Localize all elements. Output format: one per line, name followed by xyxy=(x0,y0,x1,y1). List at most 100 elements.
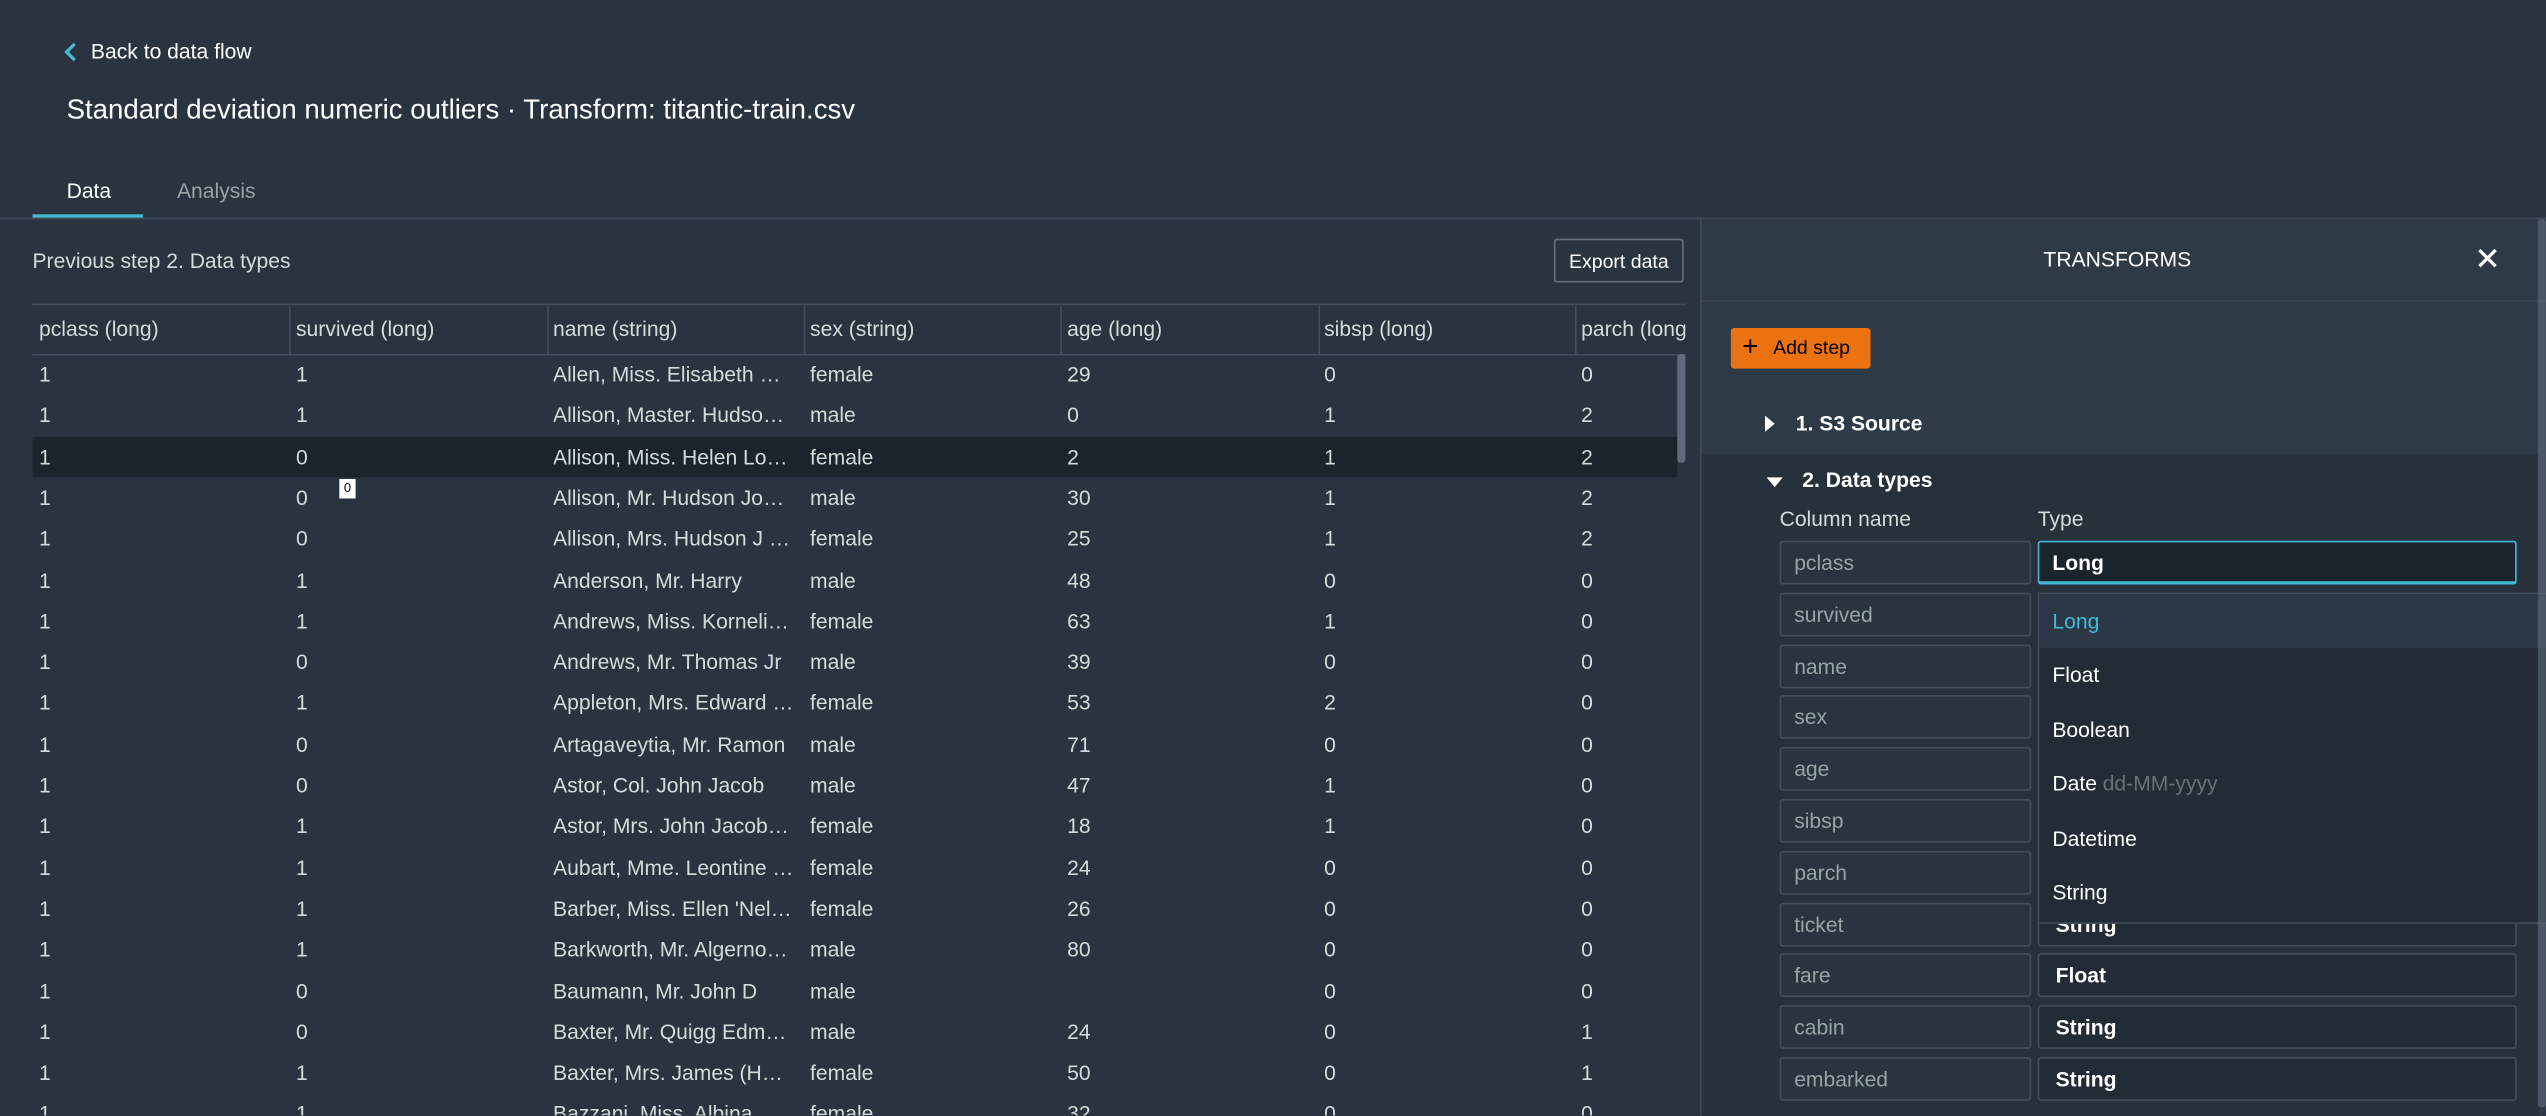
tab[interactable]: Data xyxy=(66,178,112,203)
table-cell: Allison, Mr. Hudson Jos… xyxy=(553,485,794,510)
table-cell: Barkworth, Mr. Algerno… xyxy=(553,937,788,962)
table-cell: Astor, Col. John Jacob xyxy=(553,772,765,798)
option-label: Float xyxy=(2052,663,2100,688)
table-cell: 1 xyxy=(295,813,308,839)
type-select[interactable]: String xyxy=(2037,1005,2517,1050)
table-cell: 0 xyxy=(1324,855,1336,880)
table-cell: 2 xyxy=(1581,444,1593,469)
step-title[interactable]: 1. S3 Source xyxy=(1795,410,1923,436)
add-step-button[interactable]: + Add step xyxy=(1730,327,1871,369)
column-header: sibsp (long) xyxy=(1324,316,1434,341)
expanded-caret xyxy=(1766,477,1783,488)
table-cell: 0 xyxy=(1324,362,1336,387)
table-cell: male xyxy=(810,403,856,428)
table-cell: 1 xyxy=(1324,608,1336,633)
column-divider xyxy=(1574,305,1577,354)
table-cell: 0 xyxy=(1324,896,1336,921)
table-cell: 0 xyxy=(1324,1019,1336,1044)
table-cell: female xyxy=(810,362,874,387)
table-cell: 26 xyxy=(1067,896,1091,921)
dropdown-option[interactable]: Long xyxy=(2039,594,2546,648)
column-name-input: sex xyxy=(1779,695,2032,740)
table-cell: 2 xyxy=(1324,690,1336,716)
table-cell: 18 xyxy=(1067,813,1091,839)
type-select[interactable]: String xyxy=(2037,1057,2517,1101)
close-icon[interactable] xyxy=(2476,247,2499,270)
table-cell: 1 xyxy=(38,526,51,551)
column-name-input: parch xyxy=(1779,850,2032,895)
table-cell xyxy=(1067,970,1308,1011)
table-cell: 1 xyxy=(295,362,308,387)
back-link[interactable]: Back to data flow xyxy=(90,38,252,64)
table-cell: Appleton, Mrs. Edward … xyxy=(553,690,794,716)
dropdown-option[interactable]: Date dd-MM-yyyy xyxy=(2039,757,2546,811)
table-cell: 0 xyxy=(1324,731,1336,757)
plus-icon: + xyxy=(1742,331,1759,363)
table-cell: 0 xyxy=(295,649,308,674)
table-cell: 2 xyxy=(1581,403,1593,428)
table-cell: 0 xyxy=(1324,1101,1336,1116)
table-cell: Andrews, Miss. Kornelia… xyxy=(553,608,794,633)
step-title[interactable]: 2. Data types xyxy=(1802,467,1933,492)
table-cell: 24 xyxy=(1067,855,1091,880)
column-header: parch (long) xyxy=(1581,316,1686,341)
tab[interactable]: Analysis xyxy=(176,178,256,203)
export-button[interactable]: Export data xyxy=(1553,238,1684,283)
table-cell: 0 xyxy=(295,1019,308,1044)
table-cell: 0 xyxy=(1324,937,1336,962)
table-cell: 48 xyxy=(1067,567,1091,592)
table-cell: 1 xyxy=(295,896,308,921)
add-step-label: Add step xyxy=(1773,336,1851,359)
header-line xyxy=(32,303,1686,306)
column-divider xyxy=(289,305,292,354)
type-header: Type xyxy=(2037,506,2084,531)
table-cell: male xyxy=(810,485,856,510)
dropdown-option[interactable]: String xyxy=(2039,865,2546,919)
table-cell: Artagaveytia, Mr. Ramon xyxy=(553,731,786,757)
back-chevron xyxy=(64,42,76,62)
dropdown-option[interactable]: Boolean xyxy=(2039,703,2546,757)
option-label: Long xyxy=(2052,608,2100,634)
column-header: Column name xyxy=(1779,506,1911,531)
table-cell: female xyxy=(810,855,874,880)
column-name-input: fare xyxy=(1779,953,2032,998)
column-name-input: embarked xyxy=(1779,1057,2032,1101)
collapsed-caret xyxy=(1764,415,1775,432)
table-cell: 0 xyxy=(1581,690,1593,716)
table-cell: 32 xyxy=(1067,1101,1091,1116)
dropdown-option[interactable]: Float xyxy=(2039,648,2546,702)
option-hint: dd-MM-yyyy xyxy=(2102,771,2218,796)
column-name-input: pclass xyxy=(1779,540,2032,585)
type-select[interactable]: Float xyxy=(2037,953,2517,998)
type-dropdown: Long Float Boolean Date dd-MM-yyyy Datetime St… xyxy=(2037,592,2546,924)
page-title: Standard deviation numeric outliers · Tr… xyxy=(66,94,856,126)
table-cell: 53 xyxy=(1067,690,1091,716)
table-cell: 0 xyxy=(1067,403,1079,428)
table-cell: 0 xyxy=(1581,896,1593,921)
table-cell: Bazzani, Miss. Albina xyxy=(553,1101,753,1116)
table-cell: Anderson, Mr. Harry xyxy=(553,567,742,592)
table-cell: 80 xyxy=(1067,937,1091,962)
scrollbar xyxy=(1677,353,1686,463)
table-cell: 0 xyxy=(1324,1060,1336,1085)
column-divider xyxy=(803,305,806,354)
column-name-input: name xyxy=(1779,643,2032,688)
table-cell: male xyxy=(810,772,856,798)
table-cell: female xyxy=(810,526,874,551)
table-cell: 0 xyxy=(1581,1101,1593,1116)
table-cell: 1 xyxy=(295,1060,308,1085)
table-cell: 1 xyxy=(38,855,51,880)
table-cell: 1 xyxy=(38,608,51,633)
column-header: age (long) xyxy=(1067,316,1163,341)
table-cell: 1 xyxy=(38,896,51,921)
table-cell: 0 xyxy=(295,444,308,469)
table-cell: 24 xyxy=(1067,1019,1091,1044)
table-cell: 1 xyxy=(38,813,51,839)
type-select[interactable]: Long xyxy=(2037,540,2517,585)
table-cell: female xyxy=(810,896,874,921)
table-cell: 0 xyxy=(1581,649,1593,674)
table-cell: 1 xyxy=(38,444,51,469)
dropdown-option[interactable]: Datetime xyxy=(2039,811,2546,865)
table-cell: 1 xyxy=(38,567,51,592)
